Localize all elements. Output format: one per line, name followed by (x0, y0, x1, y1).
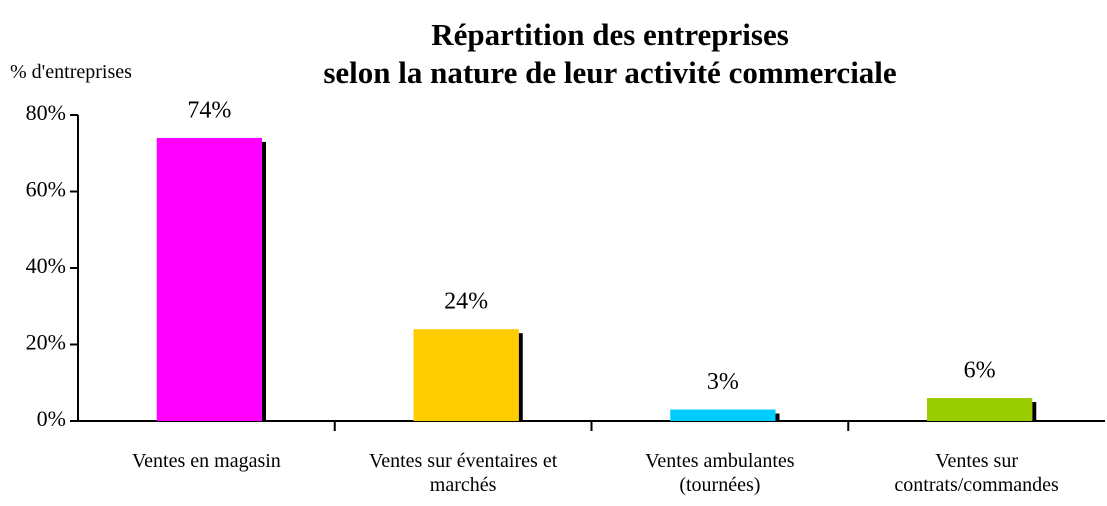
value-label: 6% (964, 358, 996, 384)
y-tick-label: 60% (26, 177, 66, 202)
y-tick-label: 0% (37, 406, 66, 431)
bar-shadow (775, 413, 780, 421)
bar (670, 409, 776, 421)
y-tick-label: 80% (26, 100, 66, 125)
x-tick-label: Ventes sur contrats/commandes (894, 450, 1059, 496)
bar (156, 137, 263, 421)
bar-shadow (1032, 402, 1037, 421)
y-tick-label: 20% (26, 330, 66, 355)
x-tick-label: Ventes ambulantes (tournées) (645, 450, 795, 496)
bar-shadow (262, 141, 267, 421)
value-label: 3% (707, 369, 739, 395)
bar-shadow (518, 333, 523, 421)
y-axis-label: % d'entreprises (10, 61, 132, 83)
bar (926, 398, 1033, 421)
bar (413, 329, 519, 421)
x-tick-label: Ventes sur éventaires et marchés (368, 450, 558, 496)
value-label: 74% (187, 97, 231, 123)
x-tick-label: Ventes en magasin (131, 450, 281, 472)
y-tick-label: 40% (26, 253, 66, 278)
chart-title: Répartition des entreprises selon la nat… (323, 17, 897, 90)
value-label: 24% (444, 289, 488, 315)
